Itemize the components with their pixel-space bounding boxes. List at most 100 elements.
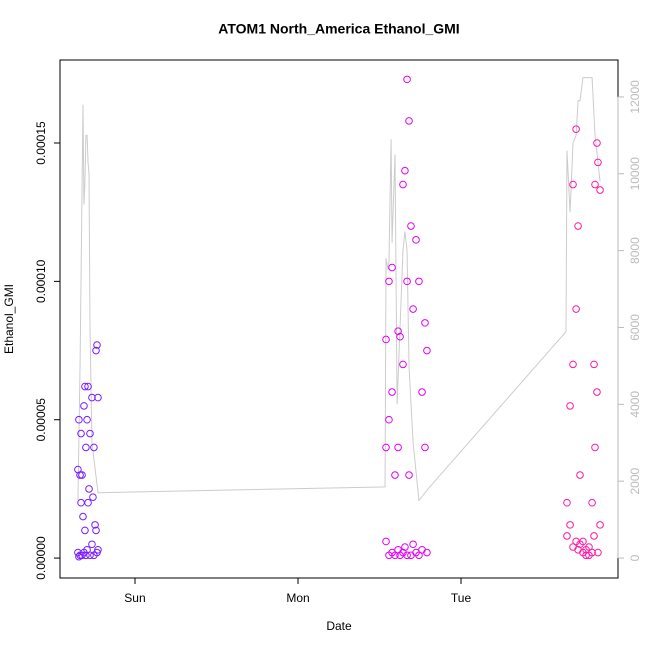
point [593, 388, 601, 396]
point [572, 125, 580, 133]
point [588, 498, 596, 507]
point [94, 545, 102, 554]
point [382, 537, 390, 546]
y-tick-label: 0.00010 [34, 259, 48, 303]
point [596, 521, 604, 529]
x-axis-label: Date [326, 619, 352, 633]
point [93, 341, 101, 349]
y-tick-label: 0.00000 [34, 536, 48, 580]
point [566, 521, 574, 529]
point [82, 443, 90, 452]
x-tick-label: Tue [451, 591, 472, 605]
point [85, 485, 93, 493]
point [593, 139, 601, 147]
point [594, 548, 602, 557]
point [591, 180, 599, 189]
point [76, 471, 84, 479]
y2-tick-label: 6000 [628, 314, 642, 341]
point [418, 388, 426, 396]
point [84, 498, 92, 507]
point [594, 158, 602, 167]
point [405, 117, 413, 125]
chart-title: ATOM1 North_America Ethanol_GMI [218, 21, 459, 37]
point [415, 551, 423, 560]
point [596, 186, 604, 194]
point [412, 236, 420, 244]
point [582, 551, 590, 560]
point [86, 551, 94, 560]
point [88, 540, 96, 549]
point [423, 548, 431, 557]
y2-tick-label: 12000 [628, 80, 642, 114]
point [569, 180, 577, 189]
point [86, 429, 94, 438]
point [396, 332, 404, 341]
point [89, 493, 97, 502]
point [590, 360, 598, 369]
point [563, 532, 571, 540]
point [391, 471, 399, 479]
point [391, 551, 399, 560]
point [90, 443, 98, 452]
point [405, 471, 413, 479]
point [78, 471, 86, 479]
point [588, 548, 596, 557]
x-tick-label: Sun [124, 591, 145, 605]
y-tick-label: 0.00005 [34, 398, 48, 442]
point [388, 388, 396, 396]
point [399, 360, 407, 369]
point [81, 382, 89, 391]
point [77, 429, 85, 438]
point [91, 521, 99, 529]
point [401, 166, 409, 175]
point [590, 532, 598, 540]
y-tick-label: 0.00015 [34, 121, 48, 165]
point [388, 263, 396, 272]
point [409, 305, 417, 313]
point [563, 498, 571, 507]
point [92, 526, 100, 535]
point [382, 443, 390, 452]
y2-tick-label: 8000 [628, 237, 642, 264]
point [591, 443, 599, 452]
y2-tick-label: 4000 [628, 391, 642, 418]
point [421, 319, 429, 327]
point [403, 551, 411, 560]
point [79, 512, 87, 521]
point [81, 526, 89, 535]
point [407, 222, 415, 230]
point [94, 393, 102, 402]
point [401, 543, 409, 551]
y-axis-label: Ethanol_GMI [2, 284, 16, 354]
point [421, 443, 429, 452]
point [80, 402, 88, 410]
point [394, 443, 402, 452]
line [77, 77, 601, 502]
point [566, 402, 574, 410]
y2-tick-label: 2000 [628, 467, 642, 494]
x-tick-label: Mon [286, 591, 309, 605]
point [385, 415, 393, 424]
point [415, 277, 423, 286]
y2-tick-label: 0 [628, 554, 642, 561]
point [585, 543, 593, 551]
point [579, 537, 587, 546]
point [84, 382, 92, 391]
point [572, 305, 580, 313]
y2-tick-label: 10000 [628, 157, 642, 191]
point [409, 540, 417, 549]
point [576, 471, 584, 479]
point [403, 75, 411, 84]
point [88, 393, 96, 402]
point [569, 360, 577, 369]
point [75, 415, 83, 424]
point [399, 180, 407, 189]
point [82, 551, 90, 560]
point [92, 346, 100, 355]
point [423, 346, 431, 355]
point [574, 222, 582, 230]
point [83, 415, 91, 424]
point [385, 277, 393, 286]
